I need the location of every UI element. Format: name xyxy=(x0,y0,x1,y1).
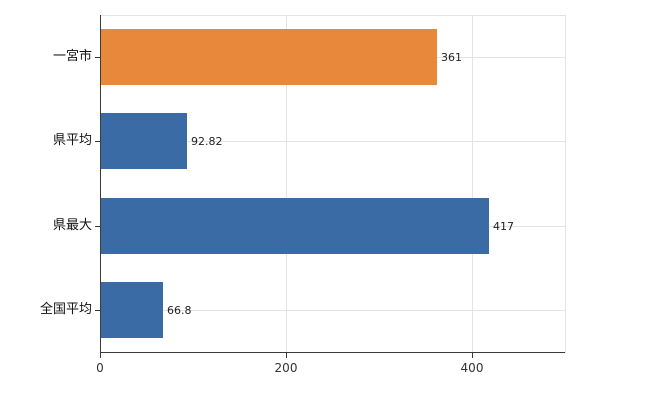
bar-value-label: 66.8 xyxy=(167,304,192,317)
y-axis-tick xyxy=(95,226,100,227)
bar-全国平均 xyxy=(101,282,163,338)
x-tick-label: 200 xyxy=(274,361,298,375)
x-axis-tick xyxy=(472,353,473,358)
category-label: 県最大 xyxy=(52,218,92,233)
bar-value-label: 417 xyxy=(493,220,514,233)
gridline-vertical xyxy=(286,15,287,352)
gridline-vertical xyxy=(472,15,473,352)
x-tick-label: 400 xyxy=(460,361,484,375)
bar-一宮市 xyxy=(101,29,437,85)
gridline-horizontal xyxy=(100,141,565,142)
x-axis-tick xyxy=(286,353,287,358)
x-tick-label: 0 xyxy=(96,361,104,375)
bar-value-label: 361 xyxy=(441,51,462,64)
y-axis-tick xyxy=(95,310,100,311)
category-label: 一宮市 xyxy=(52,49,92,64)
y-axis-tick xyxy=(95,57,100,58)
x-axis-tick xyxy=(100,353,101,358)
category-label: 県平均 xyxy=(52,133,92,148)
bar-県最大 xyxy=(101,198,489,254)
bar-value-label: 92.82 xyxy=(191,135,223,148)
y-axis-tick xyxy=(95,141,100,142)
category-label: 全国平均 xyxy=(39,302,92,317)
y-axis-line xyxy=(100,15,101,353)
x-axis-line xyxy=(100,352,565,353)
bar-県平均 xyxy=(101,113,187,169)
gridline-horizontal xyxy=(100,310,565,311)
